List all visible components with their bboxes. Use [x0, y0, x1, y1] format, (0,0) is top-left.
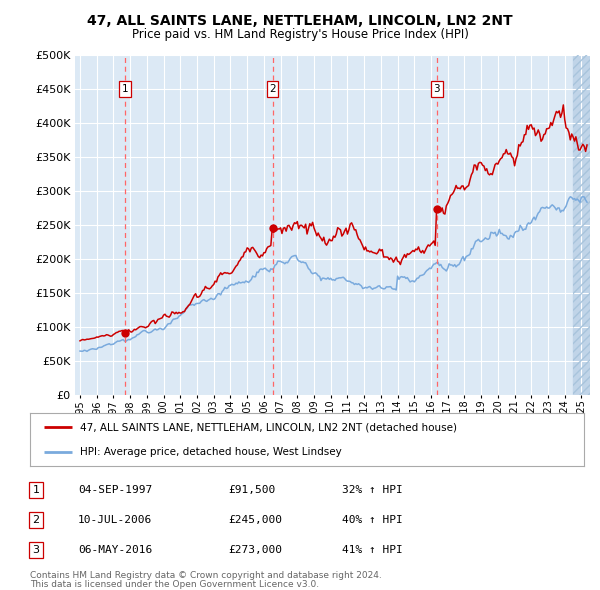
- Bar: [573, 55, 600, 395]
- Text: Price paid vs. HM Land Registry's House Price Index (HPI): Price paid vs. HM Land Registry's House …: [131, 28, 469, 41]
- Text: HPI: Average price, detached house, West Lindsey: HPI: Average price, detached house, West…: [80, 447, 341, 457]
- Text: £91,500: £91,500: [228, 485, 275, 494]
- Text: 32% ↑ HPI: 32% ↑ HPI: [342, 485, 403, 494]
- Text: 47, ALL SAINTS LANE, NETTLEHAM, LINCOLN, LN2 2NT: 47, ALL SAINTS LANE, NETTLEHAM, LINCOLN,…: [87, 14, 513, 28]
- Text: 06-MAY-2016: 06-MAY-2016: [78, 545, 152, 555]
- Text: 2: 2: [269, 84, 276, 94]
- Text: 10-JUL-2006: 10-JUL-2006: [78, 516, 152, 525]
- Text: Contains HM Land Registry data © Crown copyright and database right 2024.: Contains HM Land Registry data © Crown c…: [30, 571, 382, 580]
- Text: 04-SEP-1997: 04-SEP-1997: [78, 485, 152, 494]
- Text: This data is licensed under the Open Government Licence v3.0.: This data is licensed under the Open Gov…: [30, 579, 319, 589]
- Text: £273,000: £273,000: [228, 545, 282, 555]
- Text: 1: 1: [32, 485, 40, 494]
- Text: 41% ↑ HPI: 41% ↑ HPI: [342, 545, 403, 555]
- Text: 47, ALL SAINTS LANE, NETTLEHAM, LINCOLN, LN2 2NT (detached house): 47, ALL SAINTS LANE, NETTLEHAM, LINCOLN,…: [80, 422, 457, 432]
- Text: 3: 3: [434, 84, 440, 94]
- Text: 3: 3: [32, 545, 40, 555]
- Text: 1: 1: [121, 84, 128, 94]
- Text: 40% ↑ HPI: 40% ↑ HPI: [342, 516, 403, 525]
- Text: £245,000: £245,000: [228, 516, 282, 525]
- Text: 2: 2: [32, 516, 40, 525]
- Bar: [573, 55, 600, 395]
